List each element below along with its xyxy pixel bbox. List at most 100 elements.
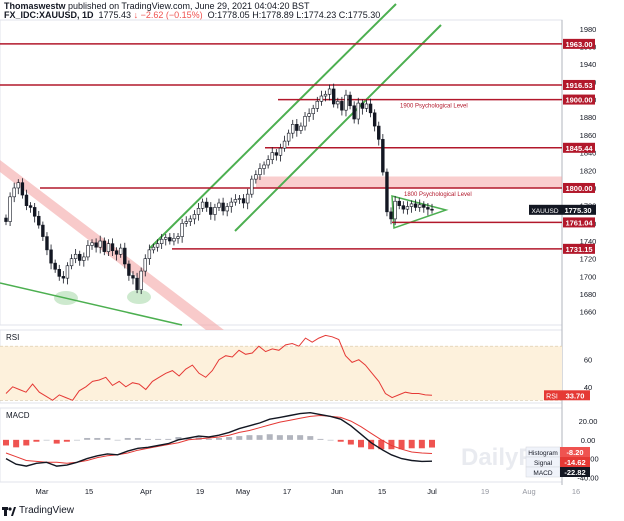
macd-bar (13, 439, 20, 448)
candle-body (299, 125, 303, 131)
macd-bar (368, 439, 375, 450)
candle-body (188, 218, 193, 222)
price-tick-label: 1880 (580, 113, 597, 122)
x-tick-label: 15 (378, 487, 386, 496)
x-tick-label: Jul (427, 487, 437, 496)
level-label: 1916.53 (565, 81, 592, 90)
level-label: 1761.04 (565, 218, 593, 227)
candle-body (135, 277, 139, 290)
level-label-bg (563, 142, 595, 153)
candle-body (196, 208, 201, 215)
candle-body (340, 101, 344, 111)
candle-body (393, 200, 397, 220)
macd-bar (408, 439, 415, 449)
candle-body (123, 247, 127, 265)
candle-body (114, 250, 119, 255)
macd-legend-value-bg (560, 457, 590, 467)
price-tick-label: 1940 (580, 60, 597, 69)
author-name[interactable]: Thomaswestw (4, 1, 66, 11)
candle-body (94, 242, 98, 248)
price-tick-label: 1700 (580, 272, 597, 281)
candle-body (78, 253, 82, 261)
macd-bar (145, 438, 151, 440)
price-tick-label: 1720 (580, 255, 597, 264)
x-tick-label: 17 (283, 487, 291, 496)
level-label: 1845.44 (565, 144, 593, 153)
macd-bar (276, 435, 283, 440)
candle-body (418, 204, 422, 208)
channel-lines (0, 3, 449, 326)
candle-body (28, 205, 33, 208)
candle-body (147, 249, 152, 259)
candle-body (233, 199, 238, 203)
candle-body (172, 238, 176, 242)
candle-body (426, 207, 430, 210)
price-tick-label: 1680 (580, 290, 597, 299)
candle-body (368, 103, 373, 114)
symbol-tag: XAUUSD (531, 208, 558, 215)
publisher-line: Thomaswestw published on TradingView.com… (4, 1, 310, 11)
candle-body (405, 206, 410, 210)
x-tick-label: 19 (481, 487, 489, 496)
x-tick-label: May (236, 487, 250, 496)
candle-body (241, 198, 246, 204)
candle-body (389, 211, 393, 220)
candles (4, 83, 434, 295)
candle-body (61, 276, 66, 279)
macd-bar (155, 438, 162, 440)
last-price-value: 1775.30 (564, 206, 591, 215)
macd-bar (84, 437, 91, 440)
candle-body (45, 236, 49, 251)
macd-bar (418, 439, 425, 449)
candle-body (86, 245, 90, 258)
macd-bar (297, 435, 304, 440)
price-tick-label: 1820 (580, 166, 597, 175)
candle-body (139, 270, 143, 290)
candle-body (348, 94, 352, 107)
macd-bar (246, 435, 253, 440)
macd-bar (175, 437, 182, 440)
macd-bar (317, 438, 324, 440)
candle-body (73, 253, 78, 259)
candle-body (229, 201, 233, 207)
candle-body (295, 124, 299, 131)
price-axis-ticks: 1660168017001720174017601780180018201840… (580, 25, 597, 317)
chart-header: Thomaswestw published on TradingView.com… (0, 0, 624, 20)
candle-body (4, 217, 8, 222)
candle-body (237, 198, 242, 200)
support-trendline (0, 282, 183, 326)
price-tick-label: 1660 (580, 308, 597, 317)
candle-body (336, 101, 340, 105)
candle-body (98, 240, 102, 248)
candle-body (266, 159, 270, 166)
macd-bar (134, 437, 141, 440)
x-axis-ticks: Mar 15 Apr 19 May 17 Jun 15 Jul 19 Aug 16 (36, 487, 581, 496)
macd-bar (287, 435, 293, 440)
rsi-last-value: 33.70 (566, 391, 585, 400)
rsi-tick-label: 60 (584, 356, 592, 365)
macd-legend-value: -8.20 (566, 448, 583, 457)
tradingview-footer[interactable]: TradingView (2, 505, 74, 516)
symbol-label[interactable]: FX_IDC:XAUUSD, 1D (4, 10, 94, 20)
candle-body (307, 113, 311, 117)
candle-body (327, 88, 332, 95)
candle-body (217, 202, 221, 208)
candle-body (32, 207, 37, 217)
macd-bar (337, 439, 344, 442)
candle-body (381, 139, 385, 173)
candle-body (106, 243, 111, 252)
candle-body (65, 265, 70, 279)
candle-body (385, 171, 389, 213)
candle-body (205, 201, 209, 208)
macd-bar (307, 436, 314, 440)
candle-body (102, 240, 107, 252)
channel-lower (234, 24, 442, 232)
tradingview-logo-icon (2, 506, 16, 516)
candle-body (37, 215, 41, 226)
candle-body (168, 237, 172, 242)
candle-body (57, 269, 61, 277)
channel-upper (149, 3, 397, 249)
candle-body (12, 187, 16, 198)
candle-body (413, 203, 418, 208)
